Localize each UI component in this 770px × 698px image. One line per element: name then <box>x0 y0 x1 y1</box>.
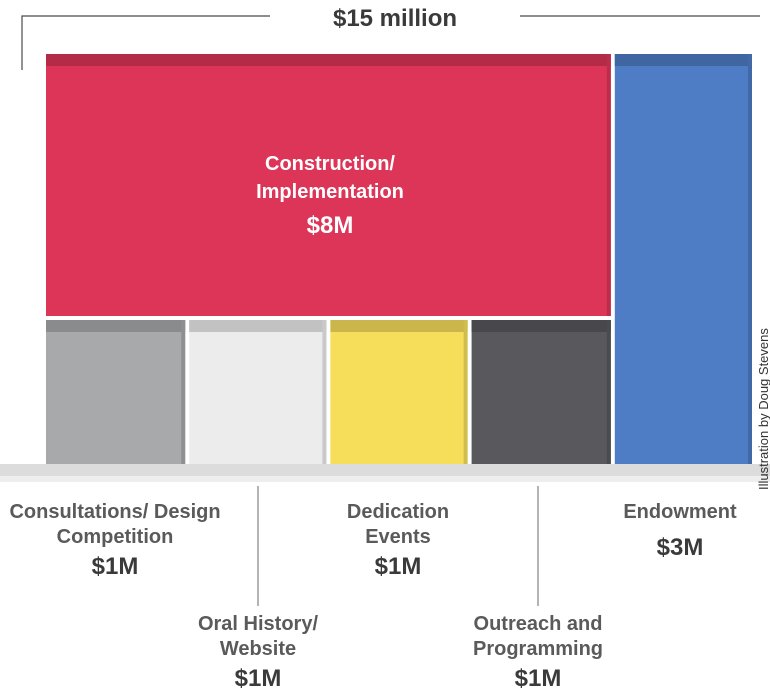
floor-shadow-light <box>0 476 770 482</box>
treemap-block-construction-top-edge <box>46 54 611 66</box>
treemap-block-consultations-side-edge <box>181 320 186 464</box>
treemap-block-dedication <box>330 320 468 464</box>
treemap-block-dedication-face <box>330 320 468 464</box>
treemap-block-oral-history-face <box>189 320 327 464</box>
treemap-blocks <box>46 54 752 464</box>
segment-value: $8M <box>306 212 354 239</box>
treemap-block-construction <box>46 54 611 316</box>
segment-label-consultations: Consultations/ Design Competition $1M <box>0 500 230 584</box>
treemap-block-endowment <box>614 54 752 464</box>
floor-shadow <box>0 464 770 476</box>
treemap-block-outreach <box>471 320 611 464</box>
segment-value: $1M <box>514 665 562 692</box>
illustration-credit: Illustration by Doug Stevens <box>756 328 770 490</box>
segment-name: Dedication Events <box>346 501 450 548</box>
treemap-block-oral-history-top-edge <box>189 320 327 332</box>
segment-name: Endowment <box>623 501 737 523</box>
segment-label-oral-history: Oral History/ Website $1M <box>168 612 348 696</box>
segment-label-outreach: Outreach and Programming $1M <box>448 612 628 696</box>
treemap-block-dedication-side-edge <box>463 320 468 464</box>
segment-value: $1M <box>91 553 139 580</box>
treemap-block-consultations-top-edge <box>46 320 186 332</box>
treemap-block-oral-history-side-edge <box>322 320 327 464</box>
segment-name: Construction/ Implementation <box>256 153 404 203</box>
treemap-block-dedication-top-edge <box>330 320 468 332</box>
segment-name: Outreach and Programming <box>472 613 604 660</box>
segment-label-construction: Construction/ Implementation $8M <box>190 150 470 246</box>
treemap-block-endowment-side-edge <box>748 54 752 464</box>
segment-label-dedication: Dedication Events $1M <box>328 500 468 584</box>
treemap-block-construction-side-edge <box>606 54 611 316</box>
treemap-block-consultations-face <box>46 320 186 464</box>
segment-value: $1M <box>374 553 422 580</box>
segment-name: Consultations/ Design Competition <box>9 501 221 548</box>
treemap-block-outreach-face <box>471 320 611 464</box>
treemap-block-oral-history <box>189 320 327 464</box>
treemap-block-consultations <box>46 320 186 464</box>
treemap-block-endowment-top-edge <box>614 54 752 66</box>
treemap-block-endowment-face <box>614 54 752 464</box>
treemap-block-construction-face <box>46 54 611 316</box>
segment-name: Oral History/ Website <box>197 613 319 660</box>
total-label: $15 million <box>270 4 520 34</box>
segment-label-endowment: Endowment $3M <box>600 500 760 565</box>
total-bracket <box>21 15 290 70</box>
treemap-block-outreach-side-edge <box>606 320 611 464</box>
treemap-block-outreach-top-edge <box>471 320 611 332</box>
segment-value: $1M <box>234 665 282 692</box>
segment-value: $3M <box>656 534 704 561</box>
